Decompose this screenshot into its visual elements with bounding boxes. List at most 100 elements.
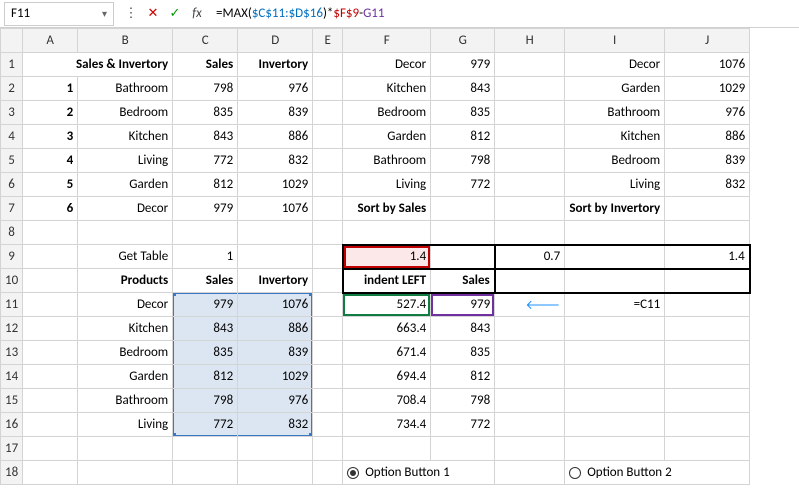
cell-G3[interactable]: 835	[431, 101, 495, 125]
cell-B18[interactable]	[78, 461, 173, 485]
cell-J3[interactable]: 976	[665, 101, 750, 125]
cell-A14[interactable]	[23, 365, 78, 389]
cell-E7[interactable]	[313, 197, 343, 221]
cell-G8[interactable]	[431, 221, 495, 245]
col-header[interactable]: D	[238, 29, 313, 53]
cell-F16[interactable]: 734.4	[343, 413, 431, 437]
cell-J13[interactable]	[665, 341, 750, 365]
cell-G10[interactable]: Sales	[431, 269, 495, 293]
cell-I1[interactable]: Decor	[565, 53, 665, 77]
row-header[interactable]: 2	[1, 77, 23, 101]
cell-E5[interactable]	[313, 149, 343, 173]
cell-H10[interactable]	[495, 269, 565, 293]
cell-D9[interactable]	[238, 245, 313, 269]
cell-A5[interactable]: 4	[23, 149, 78, 173]
cell-D14[interactable]: 1029	[238, 365, 313, 389]
cell-B15[interactable]: Bathroom	[78, 389, 173, 413]
cell-F12[interactable]: 663.4	[343, 317, 431, 341]
cell-F6[interactable]: Living	[343, 173, 431, 197]
cell-H8[interactable]	[495, 221, 565, 245]
cell-B9[interactable]: Get Table	[78, 245, 173, 269]
cell-C4[interactable]: 843	[173, 125, 238, 149]
col-header[interactable]: E	[313, 29, 343, 53]
cell-D12[interactable]: 886	[238, 317, 313, 341]
cell-G2[interactable]: 843	[431, 77, 495, 101]
name-box[interactable]: F11 ▾	[4, 2, 114, 26]
cell-C10[interactable]: Sales	[173, 269, 238, 293]
cell-J8[interactable]	[665, 221, 750, 245]
cell-E13[interactable]	[313, 341, 343, 365]
cell-I8[interactable]	[565, 221, 665, 245]
cell-C2[interactable]: 798	[173, 77, 238, 101]
cell-B16[interactable]: Living	[78, 413, 173, 437]
cell-H12[interactable]	[495, 317, 565, 341]
cell-E15[interactable]	[313, 389, 343, 413]
cell-E9[interactable]	[313, 245, 343, 269]
row-header[interactable]: 12	[1, 317, 23, 341]
cell-E8[interactable]	[313, 221, 343, 245]
cell-J16[interactable]	[665, 413, 750, 437]
cell-J7[interactable]	[665, 197, 750, 221]
cell-F14[interactable]: 694.4	[343, 365, 431, 389]
cell-I3[interactable]: Bathroom	[565, 101, 665, 125]
col-header[interactable]: H	[495, 29, 565, 53]
cell-A9[interactable]	[23, 245, 78, 269]
cell-I15[interactable]	[565, 389, 665, 413]
cell-C15[interactable]: 798	[173, 389, 238, 413]
cell-H9[interactable]: 0.7	[495, 245, 565, 269]
cell-C7[interactable]: 979	[173, 197, 238, 221]
row-header[interactable]: 7	[1, 197, 23, 221]
cell-I14[interactable]	[565, 365, 665, 389]
cancel-icon[interactable]: ✕	[144, 6, 162, 21]
cell-A11[interactable]	[23, 293, 78, 317]
cell-D15[interactable]: 976	[238, 389, 313, 413]
cell-D11[interactable]: 1076	[238, 293, 313, 317]
row-header[interactable]: 1	[1, 53, 23, 77]
cell-J12[interactable]	[665, 317, 750, 341]
cell-D18[interactable]	[238, 461, 313, 485]
cell-I11[interactable]: =C11	[565, 293, 665, 317]
cell-C11[interactable]: 979	[173, 293, 238, 317]
cell-F10[interactable]: indent LEFT	[343, 269, 431, 293]
cell-F8[interactable]	[343, 221, 431, 245]
cell-D16[interactable]: 832	[238, 413, 313, 437]
cell-D2[interactable]: 976	[238, 77, 313, 101]
row-header[interactable]: 18	[1, 461, 23, 485]
cell-I6[interactable]: Living	[565, 173, 665, 197]
cell-D4[interactable]: 886	[238, 125, 313, 149]
col-header[interactable]: J	[665, 29, 750, 53]
spreadsheet-grid[interactable]: A B C D E F G H I J 1Sales & InvertorySa…	[0, 28, 799, 485]
cell-A8[interactable]	[23, 221, 78, 245]
cell-A6[interactable]: 5	[23, 173, 78, 197]
cell-D13[interactable]: 839	[238, 341, 313, 365]
cell-C3[interactable]: 835	[173, 101, 238, 125]
cell-I16[interactable]	[565, 413, 665, 437]
cell-I2[interactable]: Garden	[565, 77, 665, 101]
cell-B11[interactable]: Decor	[78, 293, 173, 317]
cell-A7[interactable]: 6	[23, 197, 78, 221]
cell-E17[interactable]	[313, 437, 343, 461]
cell-E4[interactable]	[313, 125, 343, 149]
cell-A17[interactable]	[23, 437, 78, 461]
cell-J1[interactable]: 1076	[665, 53, 750, 77]
cell-A12[interactable]	[23, 317, 78, 341]
cell-J6[interactable]: 832	[665, 173, 750, 197]
cell-H3[interactable]	[495, 101, 565, 125]
cell-E14[interactable]	[313, 365, 343, 389]
cell-J4[interactable]: 886	[665, 125, 750, 149]
cell-G15[interactable]: 798	[431, 389, 495, 413]
cell-A3[interactable]: 2	[23, 101, 78, 125]
row-header[interactable]: 16	[1, 413, 23, 437]
cell-F13[interactable]: 671.4	[343, 341, 431, 365]
cell-F4[interactable]: Garden	[343, 125, 431, 149]
cell-D8[interactable]	[238, 221, 313, 245]
cell-G1[interactable]: 979	[431, 53, 495, 77]
cell-D6[interactable]: 1029	[238, 173, 313, 197]
cell-I7[interactable]: Sort by Invertory	[565, 197, 665, 221]
cell-H11[interactable]: 🡐	[495, 293, 565, 317]
cell-E3[interactable]	[313, 101, 343, 125]
cell-C6[interactable]: 812	[173, 173, 238, 197]
cell-A10[interactable]	[23, 269, 78, 293]
cell-C8[interactable]	[173, 221, 238, 245]
cell-J9[interactable]: 1.4	[665, 245, 750, 269]
